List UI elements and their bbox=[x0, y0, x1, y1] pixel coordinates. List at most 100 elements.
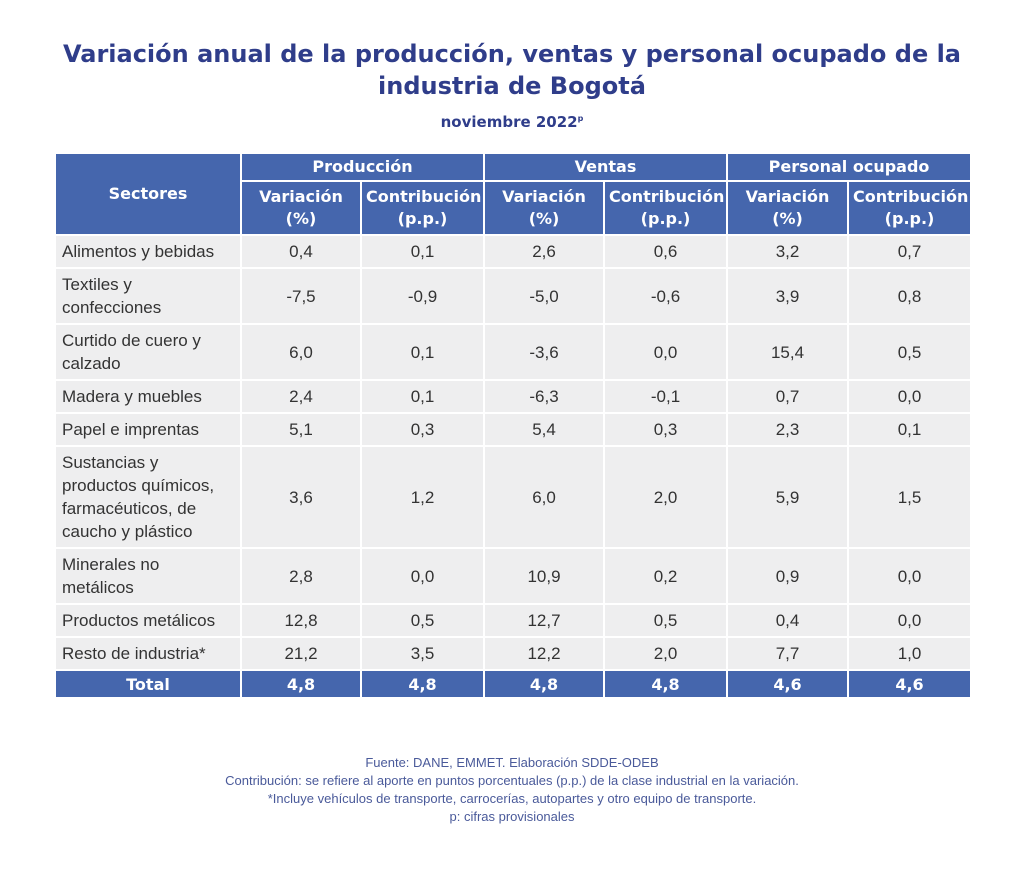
value-cell: 0,3 bbox=[603, 412, 729, 447]
value-cell: -0,6 bbox=[603, 267, 729, 325]
value-cell: 2,6 bbox=[483, 234, 606, 269]
value-cell: 0,4 bbox=[240, 234, 362, 269]
value-cell: 0,1 bbox=[847, 412, 973, 447]
footnote-contribution: Contribución: se refiere al aporte en pu… bbox=[225, 773, 799, 788]
value-cell: 10,9 bbox=[483, 547, 606, 605]
subtitle-superscript: p bbox=[577, 114, 584, 123]
sector-cell: Madera y muebles bbox=[54, 379, 242, 414]
sector-cell: Papel e imprentas bbox=[54, 412, 242, 447]
footnote-resto: *Incluye vehículos de transporte, carroc… bbox=[267, 791, 757, 806]
header-contribucion: Contribución (p.p.) bbox=[359, 180, 486, 236]
value-cell: -6,3 bbox=[483, 379, 606, 414]
value-cell: 0,5 bbox=[359, 603, 486, 638]
total-value-cell: 4,8 bbox=[483, 669, 606, 699]
table-row: Curtido de cuero y calzado 6,0 0,1 -3,6 0,0 1… bbox=[54, 323, 973, 381]
value-cell: -7,5 bbox=[240, 267, 362, 325]
header-group-produccion: Producción bbox=[239, 152, 486, 182]
value-cell: 1,2 bbox=[359, 445, 486, 549]
value-cell: -0,1 bbox=[603, 379, 729, 414]
value-cell: 2,0 bbox=[603, 445, 729, 549]
table-row: Resto de industria* 21,2 3,5 12,2 2,0 7,7 1,0 bbox=[54, 636, 973, 671]
sector-cell: Alimentos y bebidas bbox=[54, 234, 242, 269]
value-cell: 0,6 bbox=[603, 234, 729, 269]
sector-cell: Minerales no metálicos bbox=[54, 547, 242, 605]
value-cell: 0,3 bbox=[359, 412, 486, 447]
header-group-personal: Personal ocupado bbox=[726, 152, 973, 182]
sector-cell: Textiles y confecciones bbox=[54, 267, 242, 325]
sector-cell: Sustancias y productos químicos, farmacé… bbox=[54, 445, 242, 549]
value-cell: 1,5 bbox=[847, 445, 973, 549]
value-cell: 12,2 bbox=[483, 636, 606, 671]
value-cell: 2,0 bbox=[603, 636, 729, 671]
total-label: Total bbox=[54, 669, 242, 699]
value-cell: 0,9 bbox=[726, 547, 850, 605]
header-variacion: Variación (%) bbox=[726, 180, 850, 236]
value-cell: 2,3 bbox=[726, 412, 850, 447]
table-row: Textiles y confecciones -7,5 -0,9 -5,0 -0,6 3… bbox=[54, 267, 973, 325]
value-cell: 5,9 bbox=[726, 445, 850, 549]
value-cell: 3,9 bbox=[726, 267, 850, 325]
header-contribucion: Contribución (p.p.) bbox=[847, 180, 973, 236]
data-table: Sectores Producción Ventas Personal ocup… bbox=[54, 152, 973, 699]
header-sectores: Sectores bbox=[54, 152, 242, 236]
total-value-cell: 4,6 bbox=[847, 669, 973, 699]
title-line-1: Variación anual de la producción, ventas… bbox=[62, 40, 961, 68]
header-group-ventas: Ventas bbox=[483, 152, 729, 182]
value-cell: 0,4 bbox=[726, 603, 850, 638]
value-cell: 0,5 bbox=[603, 603, 729, 638]
table-body: Alimentos y bebidas 0,4 0,1 2,6 0,6 3,2 0,7 Tex… bbox=[54, 234, 973, 699]
value-cell: 0,0 bbox=[603, 323, 729, 381]
value-cell: 2,4 bbox=[240, 379, 362, 414]
header-variacion: Variación (%) bbox=[240, 180, 362, 236]
value-cell: 0,5 bbox=[847, 323, 973, 381]
value-cell: 0,7 bbox=[847, 234, 973, 269]
table-row: Madera y muebles 2,4 0,1 -6,3 -0,1 0,7 0,0 bbox=[54, 379, 973, 414]
sector-cell: Productos metálicos bbox=[54, 603, 242, 638]
value-cell: -5,0 bbox=[483, 267, 606, 325]
value-cell: 2,8 bbox=[240, 547, 362, 605]
total-value-cell: 4,8 bbox=[603, 669, 729, 699]
value-cell: 0,2 bbox=[603, 547, 729, 605]
table-row: Minerales no metálicos 2,8 0,0 10,9 0,2 0,9 0,… bbox=[54, 547, 973, 605]
value-cell: 5,4 bbox=[483, 412, 606, 447]
value-cell: 3,2 bbox=[726, 234, 850, 269]
value-cell: 12,7 bbox=[483, 603, 606, 638]
total-value-cell: 4,8 bbox=[359, 669, 486, 699]
total-row: Total 4,8 4,8 4,8 4,8 4,6 4,6 bbox=[54, 669, 973, 699]
page-title: Variación anual de la producción, ventas… bbox=[0, 38, 1024, 102]
value-cell: 0,0 bbox=[847, 547, 973, 605]
value-cell: 7,7 bbox=[726, 636, 850, 671]
header-variacion: Variación (%) bbox=[483, 180, 606, 236]
value-cell: 0,8 bbox=[847, 267, 973, 325]
total-value-cell: 4,6 bbox=[726, 669, 850, 699]
table-row: Productos metálicos 12,8 0,5 12,7 0,5 0,4 0,0 bbox=[54, 603, 973, 638]
value-cell: 0,0 bbox=[359, 547, 486, 605]
table-row: Sustancias y productos químicos, farmacé… bbox=[54, 445, 973, 549]
value-cell: 0,0 bbox=[847, 603, 973, 638]
footnote-source: Fuente: DANE, EMMET. Elaboración SDDE-OD… bbox=[365, 755, 659, 770]
value-cell: 6,0 bbox=[483, 445, 606, 549]
value-cell: 12,8 bbox=[240, 603, 362, 638]
value-cell: 6,0 bbox=[240, 323, 362, 381]
value-cell: 0,1 bbox=[359, 379, 486, 414]
value-cell: 3,5 bbox=[359, 636, 486, 671]
page-subtitle: noviembre 2022p bbox=[0, 109, 1024, 132]
footnote-provisional: p: cifras provisionales bbox=[449, 809, 575, 824]
value-cell: 15,4 bbox=[726, 323, 850, 381]
value-cell: 0,7 bbox=[726, 379, 850, 414]
footnotes: Fuente: DANE, EMMET. Elaboración SDDE-OD… bbox=[0, 754, 1024, 826]
table-row: Alimentos y bebidas 0,4 0,1 2,6 0,6 3,2 0,7 bbox=[54, 234, 973, 269]
title-line-2: industria de Bogotá bbox=[378, 72, 646, 100]
subtitle-text: noviembre 2022 bbox=[440, 113, 578, 131]
table-row: Papel e imprentas 5,1 0,3 5,4 0,3 2,3 0,1 bbox=[54, 412, 973, 447]
sector-cell: Resto de industria* bbox=[54, 636, 242, 671]
value-cell: 0,1 bbox=[359, 323, 486, 381]
total-value-cell: 4,8 bbox=[240, 669, 362, 699]
header-contribucion: Contribución (p.p.) bbox=[603, 180, 729, 236]
value-cell: 1,0 bbox=[847, 636, 973, 671]
value-cell: 3,6 bbox=[240, 445, 362, 549]
value-cell: -3,6 bbox=[483, 323, 606, 381]
sector-cell: Curtido de cuero y calzado bbox=[54, 323, 242, 381]
value-cell: 21,2 bbox=[240, 636, 362, 671]
value-cell: -0,9 bbox=[359, 267, 486, 325]
